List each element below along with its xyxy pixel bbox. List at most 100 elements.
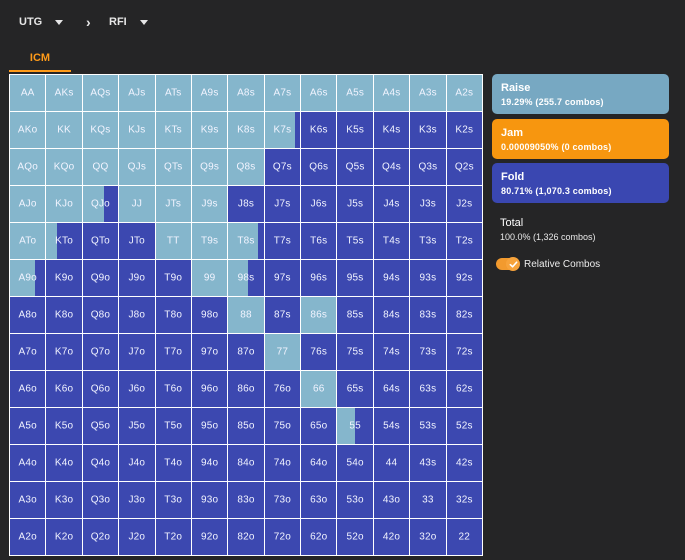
hand-cell-82o[interactable]: 82o xyxy=(228,519,264,555)
hand-cell-Q5s[interactable]: Q5s xyxy=(337,149,373,185)
hand-cell-83o[interactable]: 83o xyxy=(228,482,264,518)
hand-cell-JTs[interactable]: JTs xyxy=(155,186,191,222)
hand-cell-AKo[interactable]: AKo xyxy=(10,112,46,148)
hand-cell-T5s[interactable]: T5s xyxy=(337,223,373,259)
hand-cell-T3o[interactable]: T3o xyxy=(155,482,191,518)
fold-legend-card[interactable]: Fold 80.71% (1,070.3 combos) xyxy=(492,163,669,203)
hand-cell-J9o[interactable]: J9o xyxy=(119,260,155,296)
hand-cell-A2o[interactable]: A2o xyxy=(10,519,46,555)
hand-cell-83s[interactable]: 83s xyxy=(410,297,446,333)
hand-cell-QTs[interactable]: QTs xyxy=(155,149,191,185)
hand-cell-A2s[interactable]: A2s xyxy=(446,75,482,111)
hand-cell-T2o[interactable]: T2o xyxy=(155,519,191,555)
hand-cell-A8s[interactable]: A8s xyxy=(228,75,264,111)
hand-cell-97o[interactable]: 97o xyxy=(191,334,228,370)
hand-cell-K7s[interactable]: K7s xyxy=(264,112,301,148)
hand-cell-A8o[interactable]: A8o xyxy=(10,297,46,333)
hand-cell-K5s[interactable]: K5s xyxy=(337,112,373,148)
action-dropdown[interactable]: RFI xyxy=(109,16,148,28)
hand-cell-K3o[interactable]: K3o xyxy=(46,482,82,518)
hand-cell-AQo[interactable]: AQo xyxy=(10,149,46,185)
hand-cell-85o[interactable]: 85o xyxy=(228,408,264,444)
hand-cell-72o[interactable]: 72o xyxy=(264,519,301,555)
hand-cell-53o[interactable]: 53o xyxy=(337,482,373,518)
hand-cell-A6o[interactable]: A6o xyxy=(10,371,46,407)
hand-cell-98o[interactable]: 98o xyxy=(191,297,228,333)
hand-cell-QTo[interactable]: QTo xyxy=(82,223,119,259)
hand-cell-AQs[interactable]: AQs xyxy=(82,75,119,111)
hand-cell-J5s[interactable]: J5s xyxy=(337,186,373,222)
hand-cell-J4s[interactable]: J4s xyxy=(373,186,410,222)
hand-cell-A6s[interactable]: A6s xyxy=(301,75,337,111)
hand-cell-92o[interactable]: 92o xyxy=(191,519,228,555)
hand-cell-J3s[interactable]: J3s xyxy=(410,186,446,222)
hand-cell-K3s[interactable]: K3s xyxy=(410,112,446,148)
hand-cell-Q8o[interactable]: Q8o xyxy=(82,297,119,333)
hand-cell-A7s[interactable]: A7s xyxy=(264,75,301,111)
hand-cell-55[interactable]: 55 xyxy=(337,408,373,444)
hand-cell-42s[interactable]: 42s xyxy=(446,445,482,481)
hand-cell-87o[interactable]: 87o xyxy=(228,334,264,370)
hand-cell-T5o[interactable]: T5o xyxy=(155,408,191,444)
hand-cell-KK[interactable]: KK xyxy=(46,112,82,148)
hand-cell-ATs[interactable]: ATs xyxy=(155,75,191,111)
hand-cell-J6s[interactable]: J6s xyxy=(301,186,337,222)
hand-cell-J6o[interactable]: J6o xyxy=(119,371,155,407)
hand-cell-82s[interactable]: 82s xyxy=(446,297,482,333)
hand-cell-AKs[interactable]: AKs xyxy=(46,75,82,111)
hand-cell-84s[interactable]: 84s xyxy=(373,297,410,333)
hand-cell-JJ[interactable]: JJ xyxy=(119,186,155,222)
hand-cell-22[interactable]: 22 xyxy=(446,519,482,555)
hand-cell-K2s[interactable]: K2s xyxy=(446,112,482,148)
hand-cell-93o[interactable]: 93o xyxy=(191,482,228,518)
hand-cell-K6s[interactable]: K6s xyxy=(301,112,337,148)
hand-cell-85s[interactable]: 85s xyxy=(337,297,373,333)
hand-cell-Q2s[interactable]: Q2s xyxy=(446,149,482,185)
hand-cell-87s[interactable]: 87s xyxy=(264,297,301,333)
hand-cell-98s[interactable]: 98s xyxy=(228,260,264,296)
hand-cell-QJs[interactable]: QJs xyxy=(119,149,155,185)
hand-cell-QQ[interactable]: QQ xyxy=(82,149,119,185)
hand-cell-Q3o[interactable]: Q3o xyxy=(82,482,119,518)
hand-cell-97s[interactable]: 97s xyxy=(264,260,301,296)
hand-cell-76o[interactable]: 76o xyxy=(264,371,301,407)
hand-cell-44[interactable]: 44 xyxy=(373,445,410,481)
hand-cell-KTo[interactable]: KTo xyxy=(46,223,82,259)
hand-cell-J3o[interactable]: J3o xyxy=(119,482,155,518)
hand-cell-Q5o[interactable]: Q5o xyxy=(82,408,119,444)
hand-cell-K7o[interactable]: K7o xyxy=(46,334,82,370)
hand-cell-72s[interactable]: 72s xyxy=(446,334,482,370)
hand-cell-T9s[interactable]: T9s xyxy=(191,223,228,259)
hand-cell-96s[interactable]: 96s xyxy=(301,260,337,296)
hand-cell-K2o[interactable]: K2o xyxy=(46,519,82,555)
hand-cell-T9o[interactable]: T9o xyxy=(155,260,191,296)
hand-cell-65s[interactable]: 65s xyxy=(337,371,373,407)
hand-cell-52s[interactable]: 52s xyxy=(446,408,482,444)
hand-cell-ATo[interactable]: ATo xyxy=(10,223,46,259)
hand-cell-Q9s[interactable]: Q9s xyxy=(191,149,228,185)
raise-legend-card[interactable]: Raise 19.29% (255.7 combos) xyxy=(492,74,669,114)
hand-cell-T2s[interactable]: T2s xyxy=(446,223,482,259)
hand-cell-K4s[interactable]: K4s xyxy=(373,112,410,148)
hand-cell-52o[interactable]: 52o xyxy=(337,519,373,555)
hand-cell-42o[interactable]: 42o xyxy=(373,519,410,555)
hand-cell-Q4s[interactable]: Q4s xyxy=(373,149,410,185)
hand-cell-32o[interactable]: 32o xyxy=(410,519,446,555)
hand-cell-65o[interactable]: 65o xyxy=(301,408,337,444)
hand-cell-AA[interactable]: AA xyxy=(10,75,46,111)
hand-cell-94s[interactable]: 94s xyxy=(373,260,410,296)
hand-cell-J5o[interactable]: J5o xyxy=(119,408,155,444)
hand-cell-73o[interactable]: 73o xyxy=(264,482,301,518)
hand-cell-A5s[interactable]: A5s xyxy=(337,75,373,111)
hand-cell-KJo[interactable]: KJo xyxy=(46,186,82,222)
hand-cell-A9s[interactable]: A9s xyxy=(191,75,228,111)
hand-cell-86s[interactable]: 86s xyxy=(301,297,337,333)
toggle-switch[interactable] xyxy=(496,257,520,271)
hand-cell-KJs[interactable]: KJs xyxy=(119,112,155,148)
hand-cell-T6o[interactable]: T6o xyxy=(155,371,191,407)
hand-cell-92s[interactable]: 92s xyxy=(446,260,482,296)
hand-cell-TT[interactable]: TT xyxy=(155,223,191,259)
hand-cell-T8s[interactable]: T8s xyxy=(228,223,264,259)
position-dropdown[interactable]: UTG xyxy=(19,16,64,28)
hand-cell-Q7o[interactable]: Q7o xyxy=(82,334,119,370)
